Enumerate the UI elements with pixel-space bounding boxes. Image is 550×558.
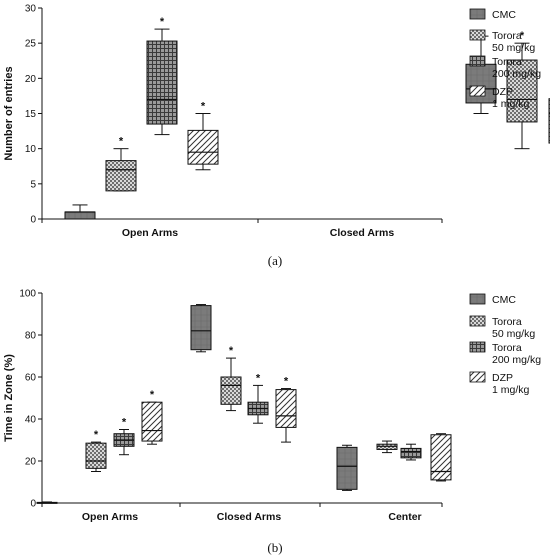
y-tick-label: 5 (30, 179, 36, 190)
box-plot (430, 433, 452, 482)
box-plot: * (146, 16, 178, 136)
x-category-label: Open Arms (82, 511, 138, 523)
box-iqr (85, 442, 107, 469)
significance-star: * (284, 376, 289, 388)
box-iqr (190, 305, 212, 351)
box-plot: * (113, 417, 135, 456)
legend-label: 50 mg/kg (492, 42, 535, 54)
box-plot: * (275, 376, 297, 443)
legend-swatch (469, 371, 486, 383)
box-iqr (105, 160, 137, 192)
legend-label: 50 mg/kg (492, 328, 535, 340)
box-plot (336, 444, 358, 491)
legend-label: 200 mg/kg (492, 354, 541, 366)
box-iqr (336, 446, 358, 490)
y-tick-label: 80 (25, 331, 37, 342)
y-axis-label: Time in Zone (%) (3, 354, 15, 442)
legend-swatch (469, 293, 486, 305)
legend-label: Torora (492, 342, 522, 354)
box-plot: * (220, 345, 242, 412)
significance-star: * (229, 345, 234, 357)
legend-swatch (469, 8, 486, 20)
panel-a-chart: 0 5 10 15 20 25 30 Number of entries Open Arms Cl… (3, 4, 550, 239)
box-iqr (430, 434, 452, 481)
y-tick-label: 15 (25, 109, 37, 120)
box-iqr (146, 40, 178, 125)
y-axis-label: Number of entries (3, 66, 15, 160)
box-plot: * (506, 30, 538, 150)
box-plot (376, 440, 398, 454)
box-plot (190, 304, 212, 353)
legend-swatch (469, 55, 486, 67)
y-tick-label: 100 (19, 289, 36, 300)
y-tick-label: 20 (25, 74, 37, 85)
box-iqr (275, 389, 297, 428)
legend-swatch (469, 85, 486, 97)
legend-label: 200 mg/kg (492, 68, 541, 80)
box-iqr (141, 401, 163, 442)
box-iqr (187, 129, 219, 165)
box-plot: * (247, 372, 269, 424)
box-plot (64, 204, 96, 220)
y-tick-label: 60 (25, 373, 37, 384)
legend-label: Torora (492, 30, 522, 42)
x-category-label: Closed Arms (330, 227, 395, 239)
box-iqr (400, 447, 422, 459)
legend-label: Torora (492, 316, 522, 328)
box-plot (36, 501, 58, 504)
panel-b-label: (b) (267, 540, 282, 555)
legend-label: DZP (492, 372, 513, 384)
legend-swatch (469, 341, 486, 353)
y-tick-label: 0 (30, 499, 36, 510)
legend-entry: CMC (469, 293, 516, 306)
significance-star: * (520, 30, 525, 42)
box-plot: * (85, 429, 107, 472)
legend-swatch (469, 29, 486, 41)
legend-label: CMC (492, 294, 516, 306)
box-iqr (64, 211, 96, 220)
significance-star: * (94, 429, 99, 441)
y-tick-label: 40 (25, 415, 37, 426)
box-iqr (220, 376, 242, 405)
box-plot: * (141, 389, 163, 445)
x-category-label: Closed Arms (217, 511, 282, 523)
legend-label: CMC (492, 9, 516, 21)
x-category-label: Center (388, 511, 421, 523)
legend-label: 1 mg/kg (492, 98, 530, 110)
y-tick-label: 10 (25, 144, 37, 155)
box-plot: * (187, 101, 219, 171)
significance-star: * (160, 16, 165, 28)
legend-entry: CMC (469, 8, 516, 21)
significance-star: * (122, 417, 127, 429)
legend-label: DZP (492, 86, 513, 98)
legend-label: 1 mg/kg (492, 384, 530, 396)
legend-label: Torora (492, 56, 522, 68)
panel-a-label: (a) (268, 253, 282, 268)
significance-star: * (256, 372, 261, 384)
x-category-label: Open Arms (122, 227, 178, 239)
y-tick-label: 0 (30, 215, 36, 226)
y-tick-label: 20 (25, 457, 37, 468)
panel-b-chart: 0 20 40 60 80 100 Time in Zone (%) Open Arms Clo… (3, 289, 541, 524)
box-plot: * (105, 136, 137, 192)
significance-star: * (150, 389, 155, 401)
significance-star: * (119, 136, 124, 148)
y-tick-label: 30 (25, 4, 37, 15)
box-plot (400, 443, 422, 461)
y-tick-label: 25 (25, 39, 37, 50)
box-iqr (506, 59, 538, 123)
legend-swatch (469, 315, 486, 327)
significance-star: * (201, 101, 206, 113)
